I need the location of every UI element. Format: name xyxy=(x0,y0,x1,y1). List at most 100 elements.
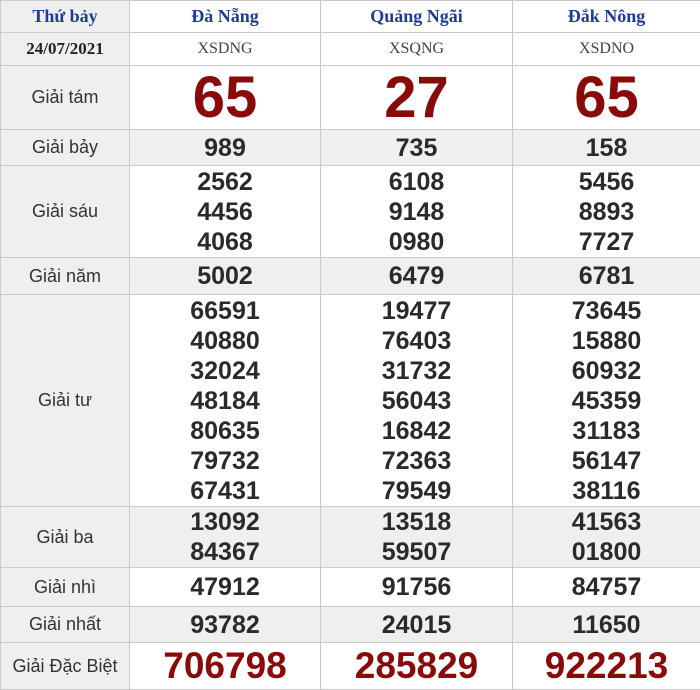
prize-number: 4456 xyxy=(197,197,253,226)
prize-number: 5002 xyxy=(197,262,253,290)
prize-number: 8893 xyxy=(578,197,635,226)
prize-number: 72363 xyxy=(381,446,452,475)
prize-number: 285829 xyxy=(354,645,479,686)
date-row: 24/07/2021 XSDNG XSQNG XSDNO xyxy=(0,32,700,66)
prize-number: 989 xyxy=(204,133,246,162)
prize-cell: 66591 40880 32024 48184 80635 79732 67431 xyxy=(129,294,321,507)
prize-row: Giải ba 13092 84367 13518 59507 41563 01800 xyxy=(0,506,700,568)
prize-number: 31732 xyxy=(381,356,452,385)
prize-cell: 41563 01800 xyxy=(512,506,700,568)
code-dak-nong: XSDNO xyxy=(512,32,700,66)
prize-row: Giải nhì 47912 91756 84757 xyxy=(0,567,700,607)
prize-number: 6108 xyxy=(388,167,445,196)
prize-cell: 735 xyxy=(320,129,513,166)
prize-number: 65 xyxy=(574,64,639,130)
prize-label: Giải ba xyxy=(0,506,130,568)
prize-number: 6479 xyxy=(388,262,445,290)
prize-cell: 6781 xyxy=(512,257,700,295)
prize-number: 4068 xyxy=(197,227,253,256)
prize-label: Giải nhì xyxy=(0,567,130,607)
prize-cell: 47912 xyxy=(129,567,321,607)
prize-number: 158 xyxy=(585,133,628,162)
prize-cell: 27 xyxy=(320,64,513,130)
prize-cell: 65 xyxy=(512,64,700,130)
prize-number: 79732 xyxy=(190,446,260,475)
prize-number: 56043 xyxy=(381,386,452,415)
prize-label: Giải tư xyxy=(0,294,130,507)
prize-number: 6781 xyxy=(578,262,635,290)
prize-cell: 93782 xyxy=(129,606,321,643)
prize-number: 80635 xyxy=(190,416,260,445)
prize-row: Giải bảy 989 735 158 xyxy=(0,129,700,166)
prize-cell: 5456 8893 7727 xyxy=(512,165,700,258)
prize-number: 66591 xyxy=(190,296,260,325)
prize-cell: 989 xyxy=(129,129,321,166)
prize-number: 65 xyxy=(192,64,258,130)
prize-number: 84757 xyxy=(571,573,642,601)
prize-number: 24015 xyxy=(381,610,452,639)
prize-cell: 5002 xyxy=(129,257,321,295)
prize-number: 13092 xyxy=(190,508,260,536)
prize-cell: 706798 xyxy=(129,642,321,690)
prize-number: 5456 xyxy=(578,167,635,196)
prize-number: 15880 xyxy=(571,326,642,355)
prize-number: 31183 xyxy=(572,416,641,445)
prize-cell: 6108 9148 0980 xyxy=(320,165,513,258)
prize-number: 41563 xyxy=(571,508,642,536)
province-da-nang[interactable]: Đà Nẵng xyxy=(129,0,321,33)
prize-number: 19477 xyxy=(381,296,452,325)
prize-number: 735 xyxy=(395,133,438,162)
prize-number: 76403 xyxy=(381,326,452,355)
prize-number: 7727 xyxy=(578,227,635,256)
prize-number: 67431 xyxy=(190,476,260,505)
prize-number: 706798 xyxy=(163,645,287,686)
prize-label: Giải năm xyxy=(0,257,130,295)
prize-cell: 285829 xyxy=(320,642,513,690)
prize-number: 2562 xyxy=(197,167,253,196)
prize-label: Giải Đặc Biệt xyxy=(0,642,130,690)
prize-number: 9148 xyxy=(388,197,445,226)
prize-number: 0980 xyxy=(388,227,445,256)
prize-row: Giải sáu 2562 4456 4068 6108 9148 0980 5456 8893… xyxy=(0,165,700,258)
prize-number: 79549 xyxy=(381,476,452,505)
prize-label: Giải sáu xyxy=(0,165,130,258)
prize-row: Giải Đặc Biệt 706798 285829 922213 xyxy=(0,642,700,690)
prize-number: 27 xyxy=(384,64,449,130)
code-quang-ngai: XSQNG xyxy=(320,32,513,66)
prize-number: 922213 xyxy=(544,645,669,686)
prize-cell: 73645 15880 60932 45359 31183 56147 38116 xyxy=(512,294,700,507)
prize-number: 47912 xyxy=(190,573,260,601)
prize-row: Giải nhất 93782 24015 11650 xyxy=(0,606,700,643)
prize-cell: 24015 xyxy=(320,606,513,643)
prize-cell: 84757 xyxy=(512,567,700,607)
prize-row: Giải năm 5002 6479 6781 xyxy=(0,257,700,295)
prize-cell: 91756 xyxy=(320,567,513,607)
prize-number: 13518 xyxy=(381,508,452,536)
prize-number: 73645 xyxy=(571,296,642,325)
prize-label: Giải tám xyxy=(0,65,130,130)
prize-cell: 13518 59507 xyxy=(320,506,513,568)
prize-cell: 11650 xyxy=(512,606,700,643)
province-quang-ngai[interactable]: Quảng Ngãi xyxy=(320,0,513,33)
prize-number: 84367 xyxy=(190,538,260,566)
prize-cell: 922213 xyxy=(512,642,700,690)
prize-number: 16842 xyxy=(381,416,452,445)
code-da-nang: XSDNG xyxy=(129,32,321,66)
prize-number: 45359 xyxy=(571,386,642,415)
prize-cell: 65 xyxy=(129,64,321,130)
prize-cell: 158 xyxy=(512,129,700,166)
prize-number: 59507 xyxy=(381,538,452,566)
day-label: Thứ bảy xyxy=(0,0,130,33)
prize-number: 38116 xyxy=(572,476,641,505)
prize-cell: 2562 4456 4068 xyxy=(129,165,321,258)
prize-number: 60932 xyxy=(571,356,642,385)
prize-number: 91756 xyxy=(381,573,452,601)
prize-number: 56147 xyxy=(571,446,642,475)
prize-number: 32024 xyxy=(190,356,260,385)
province-dak-nong[interactable]: Đắk Nông xyxy=(512,0,700,33)
prize-cell: 6479 xyxy=(320,257,513,295)
prize-label: Giải nhất xyxy=(0,606,130,643)
draw-date: 24/07/2021 xyxy=(0,32,130,66)
header-row: Thứ bảy Đà Nẵng Quảng Ngãi Đắk Nông xyxy=(0,0,700,33)
